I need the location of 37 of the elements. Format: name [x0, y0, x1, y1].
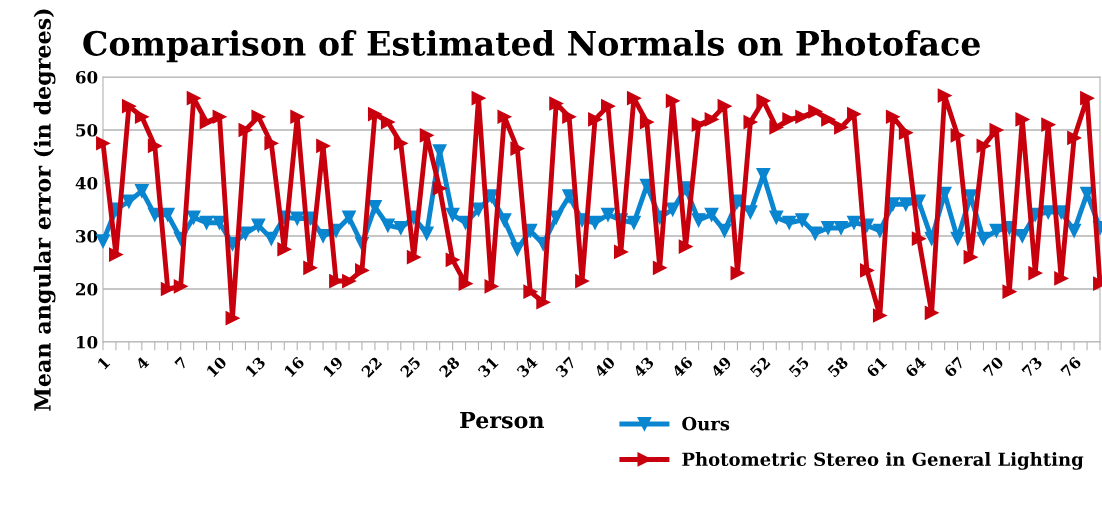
legend-label: Ours — [682, 416, 730, 431]
y-tick-label: 60 — [76, 70, 98, 84]
x-tick-label: 13 — [244, 356, 267, 378]
x-tick-label: 49 — [710, 356, 733, 379]
x-tick-label: 7 — [174, 356, 188, 371]
x-tick-label: 31 — [477, 356, 499, 378]
y-tick-label: 50 — [76, 123, 98, 137]
x-tick-label: 43 — [632, 356, 655, 379]
x-tick-label: 37 — [555, 356, 577, 378]
x-tick-label: 1 — [96, 356, 111, 370]
y-tick-label: 30 — [76, 229, 98, 243]
x-tick-label: 70 — [982, 355, 1005, 378]
chart-title: Comparison of Estimated Normals on Photoface — [83, 30, 981, 63]
y-tick-label: 40 — [75, 176, 98, 190]
x-tick-label: 22 — [360, 356, 383, 378]
x-tick-label: 58 — [827, 355, 849, 378]
x-tick-label: 64 — [904, 355, 927, 378]
x-tick-label: 67 — [943, 356, 966, 378]
x-tick-label: 4 — [134, 355, 150, 371]
x-tick-label: 34 — [516, 355, 539, 378]
x-tick-label: 52 — [749, 356, 771, 378]
x-tick-label: 28 — [438, 355, 461, 378]
legend-label: Photometric Stereo in General Lighting — [682, 452, 1084, 470]
y-tick-label: 20 — [76, 282, 98, 296]
x-tick-label: 10 — [206, 355, 228, 378]
x-tick-label: 73 — [1021, 356, 1043, 378]
x-tick-label: 55 — [788, 356, 810, 378]
y-tick-label: 10 — [76, 335, 98, 349]
x-tick-label: 76 — [1060, 355, 1082, 378]
x-tick-label: 19 — [322, 356, 344, 378]
x-axis-title: Person — [460, 411, 545, 429]
y-axis-title: Mean angular error (in degrees) — [33, 9, 56, 411]
x-tick-label: 40 — [593, 355, 616, 379]
x-tick-label: 16 — [283, 355, 305, 378]
x-tick-label: 46 — [671, 355, 694, 379]
x-tick-label: 25 — [399, 356, 422, 378]
x-tick-label: 61 — [865, 356, 888, 378]
